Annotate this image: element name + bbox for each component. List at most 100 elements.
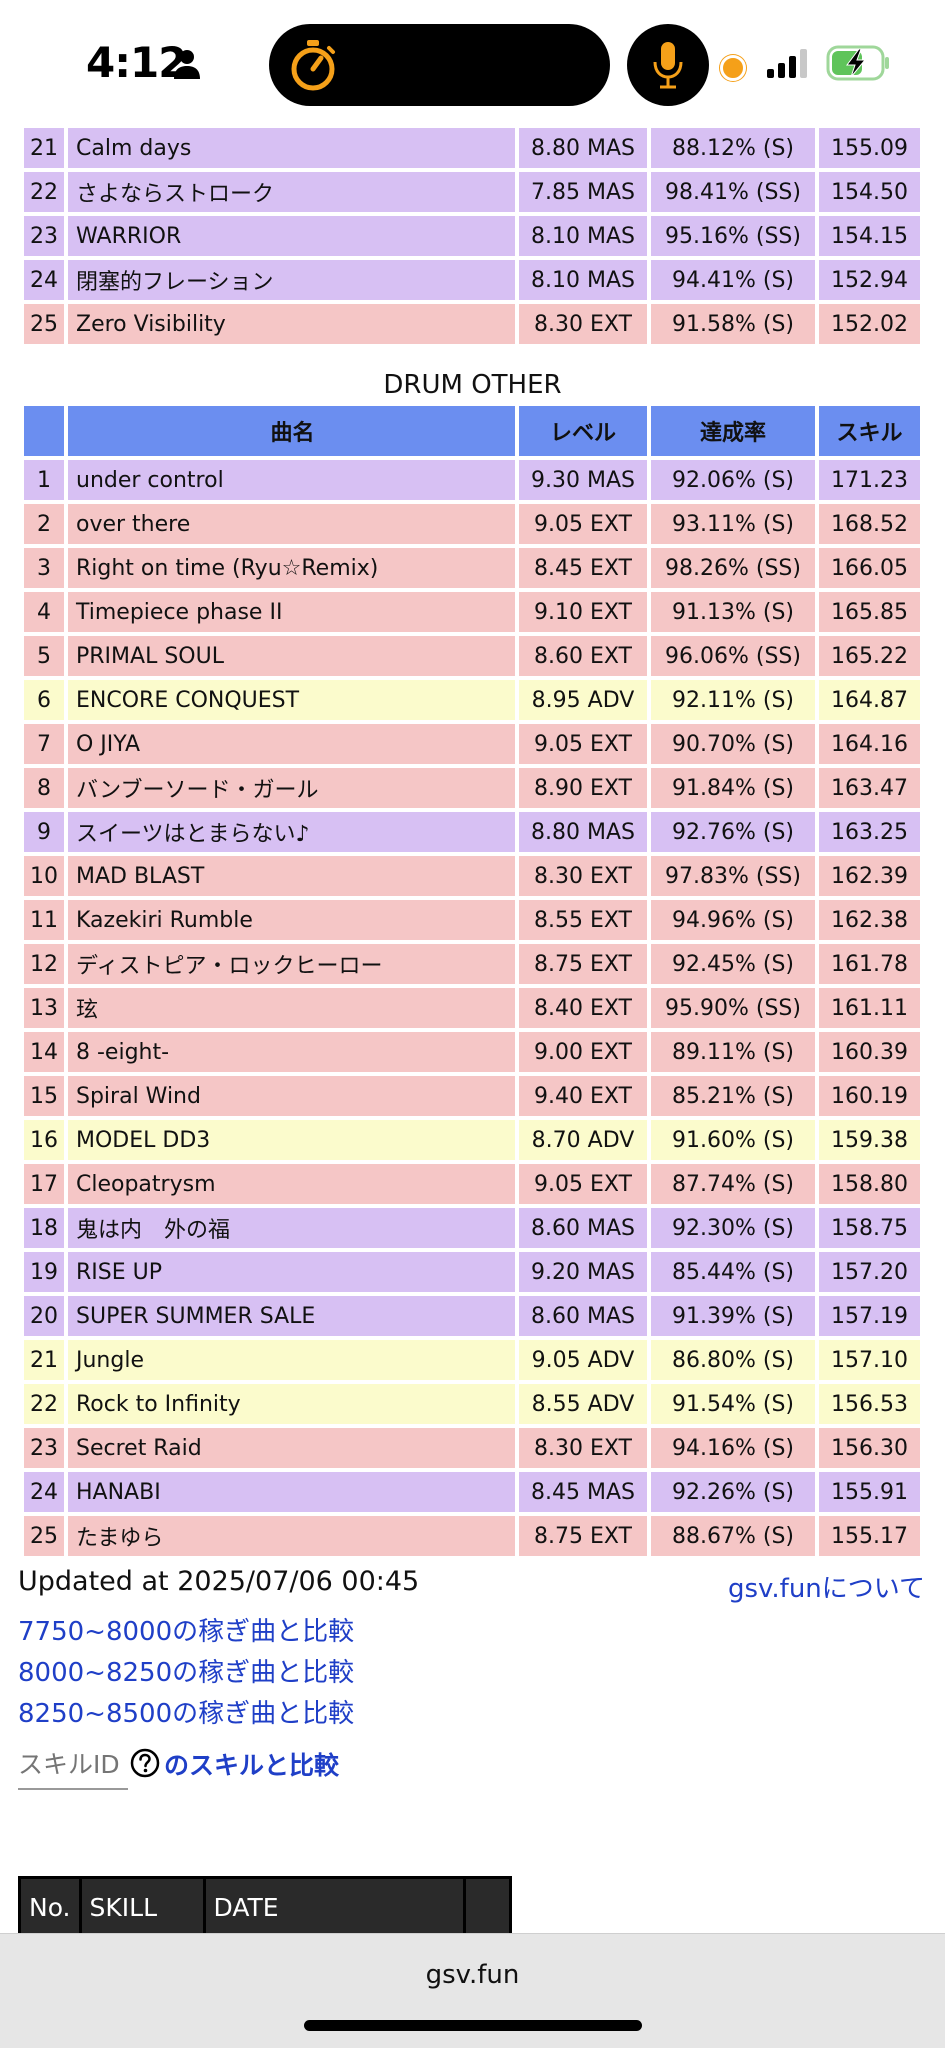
battery-charging-icon (826, 45, 889, 81)
table-row[interactable]: 21 Calm days 8.80 MAS 88.12% (S) 155.09 (24, 128, 920, 168)
table-row[interactable]: 23 Secret Raid 8.30 EXT 94.16% (S) 156.30 (24, 1428, 920, 1468)
song-name: たまゆら (68, 1516, 515, 1556)
col-header-skill[interactable]: スキル (819, 406, 920, 456)
updated-timestamp: Updated at 2025/07/06 00:45 (18, 1566, 420, 1597)
table-row[interactable]: 8 バンブーソード・ガール 8.90 EXT 91.84% (S) 163.47 (24, 768, 920, 808)
song-level: 8.10 MAS (519, 260, 647, 300)
achievement-rate: 92.11% (S) (651, 680, 815, 720)
compare-link-7750[interactable]: 7750~8000の稼ぎ曲と比較 (18, 1617, 355, 1647)
song-name: over there (68, 504, 515, 544)
table-row[interactable]: 3 Right on time (Ryu☆Remix) 8.45 EXT 98.26%… (24, 548, 920, 588)
table-row[interactable]: 24 HANABI 8.45 MAS 92.26% (S) 155.91 (24, 1472, 920, 1512)
col-header-name[interactable]: 曲名 (68, 406, 515, 456)
skill-value: 157.20 (819, 1252, 920, 1292)
table-row[interactable]: 12 ディストピア・ロックヒーロー 8.75 EXT 92.45% (S) 161.78 (24, 944, 920, 984)
table-row[interactable]: 11 Kazekiri Rumble 8.55 EXT 94.96% (S) 162.3… (24, 900, 920, 940)
song-name: スイーツはとまらない♪ (68, 812, 515, 852)
table-row[interactable]: 13 玹 8.40 EXT 95.90% (SS) 161.11 (24, 988, 920, 1028)
compare-skill-link[interactable]: のスキルと比較 (164, 1751, 340, 1780)
compare-link-8250[interactable]: 8250~8500の稼ぎ曲と比較 (18, 1699, 355, 1729)
table-row[interactable]: 17 Cleopatrysm 9.05 EXT 87.74% (S) 158.80 (24, 1164, 920, 1204)
table-row[interactable]: 21 Jungle 9.05 ADV 86.80% (S) 157.10 (24, 1340, 920, 1380)
achievement-rate: 95.90% (SS) (651, 988, 815, 1028)
table-row[interactable]: 6 ENCORE CONQUEST 8.95 ADV 92.11% (S) 164.87 (24, 680, 920, 720)
achievement-rate: 94.41% (S) (651, 260, 815, 300)
table-row[interactable]: 2 over there 9.05 EXT 93.11% (S) 168.52 (24, 504, 920, 544)
achievement-rate: 90.70% (S) (651, 724, 815, 764)
skill-value: 166.05 (819, 548, 920, 588)
drum-hot-table: 21 Calm days 8.80 MAS 88.12% (S) 155.09 22 さよな… (20, 124, 924, 348)
skill-id-input[interactable] (18, 1740, 128, 1790)
table-row[interactable]: 19 RISE UP 9.20 MAS 85.44% (S) 157.20 (24, 1252, 920, 1292)
table-row[interactable]: 14 8 -eight- 9.00 EXT 89.11% (S) 160.39 (24, 1032, 920, 1072)
song-name: under control (68, 460, 515, 500)
song-level: 9.05 EXT (519, 1164, 647, 1204)
achievement-rate: 92.26% (S) (651, 1472, 815, 1512)
dynamic-island[interactable] (269, 24, 610, 106)
table-row[interactable]: 20 SUPER SUMMER SALE 8.60 MAS 91.39% (S) 157… (24, 1296, 920, 1336)
song-name: PRIMAL SOUL (68, 636, 515, 676)
song-name: 閉塞的フレーション (68, 260, 515, 300)
song-level: 9.00 EXT (519, 1032, 647, 1072)
table-row[interactable]: 22 Rock to Infinity 8.55 ADV 91.54% (S) 156.… (24, 1384, 920, 1424)
skill-value: 158.75 (819, 1208, 920, 1248)
row-number: 18 (24, 1208, 64, 1248)
song-name: WARRIOR (68, 216, 515, 256)
skill-value: 154.15 (819, 216, 920, 256)
skill-value: 156.30 (819, 1428, 920, 1468)
table-row[interactable]: 15 Spiral Wind 9.40 EXT 85.21% (S) 160.19 (24, 1076, 920, 1116)
table-row[interactable]: 24 閉塞的フレーション 8.10 MAS 94.41% (S) 152.94 (24, 260, 920, 300)
row-number: 21 (24, 1340, 64, 1380)
row-number: 14 (24, 1032, 64, 1072)
browser-address-bar[interactable]: gsv.fun (0, 1933, 945, 2048)
section-title: DRUM OTHER (383, 370, 562, 400)
table-row[interactable]: 9 スイーツはとまらない♪ 8.80 MAS 92.76% (S) 163.25 (24, 812, 920, 852)
row-number: 4 (24, 592, 64, 632)
achievement-rate: 98.26% (SS) (651, 548, 815, 588)
skill-value: 171.23 (819, 460, 920, 500)
help-icon[interactable] (130, 1748, 160, 1778)
url-text[interactable]: gsv.fun (425, 1960, 520, 1990)
table-row[interactable]: 5 PRIMAL SOUL 8.60 EXT 96.06% (SS) 165.22 (24, 636, 920, 676)
mic-indicator[interactable] (627, 24, 709, 106)
skill-value: 158.80 (819, 1164, 920, 1204)
col-header-rate[interactable]: 達成率 (651, 406, 815, 456)
table-row[interactable]: 25 たまゆら 8.75 EXT 88.67% (S) 155.17 (24, 1516, 920, 1556)
skill-value: 165.22 (819, 636, 920, 676)
skill-value: 157.19 (819, 1296, 920, 1336)
table-row[interactable]: 25 Zero Visibility 8.30 EXT 91.58% (S) 152.0… (24, 304, 920, 344)
compare-link-8000[interactable]: 8000~8250の稼ぎ曲と比較 (18, 1658, 355, 1688)
table-header-row: 曲名 レベル 達成率 スキル (24, 406, 920, 456)
achievement-rate: 89.11% (S) (651, 1032, 815, 1072)
song-level: 8.90 EXT (519, 768, 647, 808)
skill-value: 152.94 (819, 260, 920, 300)
skill-value: 162.38 (819, 900, 920, 940)
song-name: ENCORE CONQUEST (68, 680, 515, 720)
history-col-extra (462, 1876, 512, 1936)
table-row[interactable]: 18 鬼は内 外の福 8.60 MAS 92.30% (S) 158.75 (24, 1208, 920, 1248)
history-col-no: No. (18, 1876, 82, 1936)
status-bar: 4:12 (0, 0, 945, 125)
song-level: 8.75 EXT (519, 1516, 647, 1556)
table-row[interactable]: 1 under control 9.30 MAS 92.06% (S) 171.23 (24, 460, 920, 500)
table-row[interactable]: 16 MODEL DD3 8.70 ADV 91.60% (S) 159.38 (24, 1120, 920, 1160)
table-row[interactable]: 22 さよならストローク 7.85 MAS 98.41% (SS) 154.50 (24, 172, 920, 212)
achievement-rate: 86.80% (S) (651, 1340, 815, 1380)
home-indicator[interactable] (304, 2020, 642, 2031)
song-level: 8.30 EXT (519, 856, 647, 896)
table-row[interactable]: 10 MAD BLAST 8.30 EXT 97.83% (SS) 162.39 (24, 856, 920, 896)
skill-value: 156.53 (819, 1384, 920, 1424)
song-level: 8.45 EXT (519, 548, 647, 588)
about-link[interactable]: gsv.funについて (727, 1574, 925, 1604)
achievement-rate: 88.67% (S) (651, 1516, 815, 1556)
table-row[interactable]: 23 WARRIOR 8.10 MAS 95.16% (SS) 154.15 (24, 216, 920, 256)
achievement-rate: 93.11% (S) (651, 504, 815, 544)
song-level: 8.80 MAS (519, 812, 647, 852)
history-table: No. SKILL DATE (18, 1876, 512, 1936)
achievement-rate: 91.39% (S) (651, 1296, 815, 1336)
song-name: Kazekiri Rumble (68, 900, 515, 940)
song-name: Jungle (68, 1340, 515, 1380)
table-row[interactable]: 4 Timepiece phase II 9.10 EXT 91.13% (S) 165… (24, 592, 920, 632)
col-header-level[interactable]: レベル (519, 406, 647, 456)
